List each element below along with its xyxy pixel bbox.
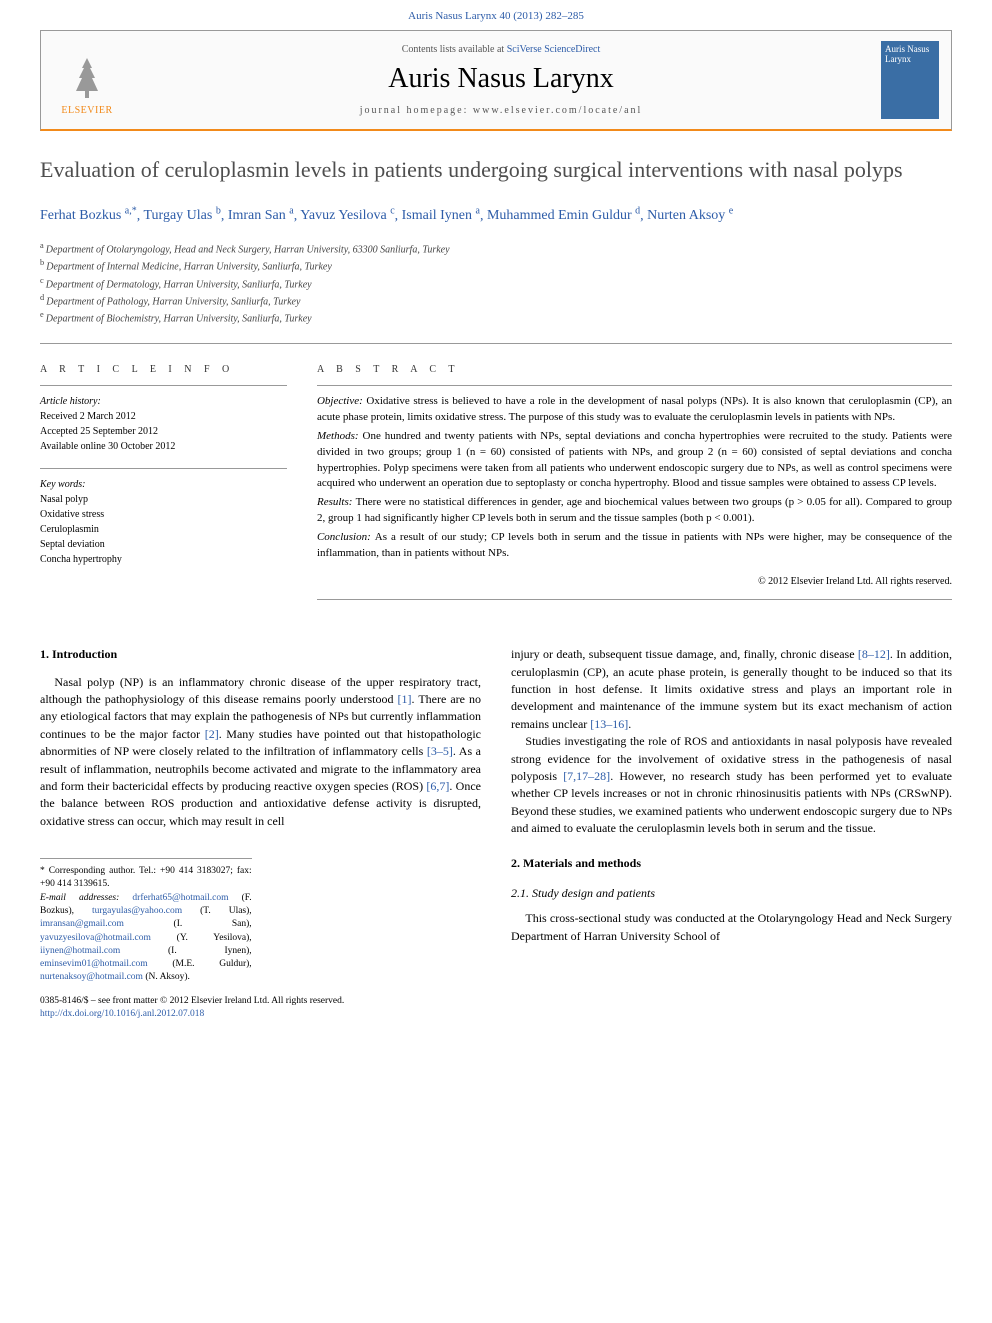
abstract-section: Methods: One hundred and twenty patients… [317,429,952,493]
email-link[interactable]: drferhat65@hotmail.com [132,893,228,903]
keywords-label: Key words: [40,477,287,492]
online-date: Available online 30 October 2012 [40,439,287,454]
email-link[interactable]: yavuzyesilova@hotmail.com [40,933,151,943]
section-2-1-heading: 2.1. Study design and patients [511,885,952,902]
journal-name: Auris Nasus Larynx [121,63,881,95]
right-column: injury or death, subsequent tissue damag… [511,646,952,1021]
journal-cover: Auris Nasus Larynx [881,41,939,119]
affiliation: a Department of Otolaryngology, Head and… [40,240,952,257]
email-link[interactable]: imransan@gmail.com [40,919,124,929]
ref-link[interactable]: [13–16] [590,717,628,731]
author-affiliation-sup: a,* [125,206,137,217]
accepted-date: Accepted 25 September 2012 [40,424,287,439]
author-affiliation-sup: b [216,206,221,217]
divider [317,599,952,600]
info-abstract-row: A R T I C L E I N F O Article history: R… [40,356,952,612]
front-matter: 0385-8146/$ – see front matter © 2012 El… [40,995,481,1022]
author-affiliation-sup: a [289,206,293,217]
section-2-heading: 2. Materials and methods [511,855,952,872]
corresponding-author: * Corresponding author. Tel.: +90 414 31… [40,865,252,892]
keyword: Nasal polyp [40,492,287,507]
intro-para-2: Studies investigating the role of ROS an… [511,733,952,837]
intro-para-1: Nasal polyp (NP) is an inflammatory chro… [40,674,481,831]
received-date: Received 2 March 2012 [40,409,287,424]
keyword: Septal deviation [40,537,287,552]
affiliation: e Department of Biochemistry, Harran Uni… [40,309,952,326]
author: Nurten Aksoy e [647,208,733,223]
tree-icon [62,53,112,103]
sciencedirect-link[interactable]: SciVerse ScienceDirect [507,44,601,55]
publisher-header: ELSEVIER Contents lists available at Sci… [40,30,952,131]
article-info-heading: A R T I C L E I N F O [40,364,287,375]
author: Ferhat Bozkus a,* [40,208,137,223]
abstract-section: Conclusion: As a result of our study; CP… [317,530,952,562]
ref-link[interactable]: [6,7] [426,779,449,793]
email-addresses: E-mail addresses: drferhat65@hotmail.com… [40,892,252,985]
authors-line: Ferhat Bozkus a,*, Turgay Ulas b, Imran … [40,204,952,227]
avail-prefix: Contents lists available at [402,44,507,55]
doi-link[interactable]: http://dx.doi.org/10.1016/j.anl.2012.07.… [40,1009,204,1019]
article-history-block: Article history: Received 2 March 2012 A… [40,385,287,454]
divider [40,343,952,344]
email-link[interactable]: nurtenaksoy@hotmail.com [40,972,143,982]
author-affiliation-sup: e [729,206,733,217]
author-affiliation-sup: c [390,206,394,217]
abstract-section: Objective: Oxidative stress is believed … [317,394,952,426]
abstract-copyright: © 2012 Elsevier Ireland Ltd. All rights … [317,576,952,587]
email-link[interactable]: turgayulas@yahoo.com [92,906,182,916]
author: Muhammed Emin Guldur d [487,208,640,223]
abstract-column: A B S T R A C T Objective: Oxidative str… [317,364,952,612]
ref-link[interactable]: [3–5] [427,744,453,758]
running-head: Auris Nasus Larynx 40 (2013) 282–285 [0,0,992,30]
article-body: Evaluation of ceruloplasmin levels in pa… [0,156,992,1021]
elsevier-logo: ELSEVIER [53,44,121,116]
affiliations-block: a Department of Otolaryngology, Head and… [40,240,952,327]
keywords-block: Key words: Nasal polypOxidative stressCe… [40,468,287,567]
abstract-heading: A B S T R A C T [317,364,952,375]
keyword: Ceruloplasmin [40,522,287,537]
article-info-column: A R T I C L E I N F O Article history: R… [40,364,287,612]
abstract-section: Results: There were no statistical diffe… [317,495,952,527]
ref-link[interactable]: [7,17–28] [563,769,610,783]
publisher-name: ELSEVIER [61,105,112,116]
article-title: Evaluation of ceruloplasmin levels in pa… [40,156,952,184]
footnotes-block: * Corresponding author. Tel.: +90 414 31… [40,858,252,985]
ref-link[interactable]: [1] [398,692,412,706]
journal-homepage: journal homepage: www.elsevier.com/locat… [121,105,881,116]
email-link[interactable]: iiynen@hotmail.com [40,946,120,956]
history-label: Article history: [40,394,287,409]
availability-line: Contents lists available at SciVerse Sci… [121,44,881,55]
author: Ismail Iynen a [402,208,480,223]
keyword: Concha hypertrophy [40,552,287,567]
email-link[interactable]: eminsevim01@hotmail.com [40,959,148,969]
left-column: 1. Introduction Nasal polyp (NP) is an i… [40,646,481,1021]
author: Imran San a [228,208,294,223]
author: Turgay Ulas b [143,208,220,223]
main-two-columns: 1. Introduction Nasal polyp (NP) is an i… [40,646,952,1021]
abstract-section-label: Methods: [317,430,363,442]
abstract-section-label: Conclusion: [317,531,375,543]
keyword: Oxidative stress [40,507,287,522]
author-affiliation-sup: d [635,206,640,217]
intro-para-cont: injury or death, subsequent tissue damag… [511,646,952,733]
author: Yavuz Yesilova c [300,208,394,223]
keywords-list: Nasal polypOxidative stressCeruloplasmin… [40,492,287,567]
affiliation: d Department of Pathology, Harran Univer… [40,292,952,309]
abstract-body: Objective: Oxidative stress is believed … [317,385,952,562]
affiliation: b Department of Internal Medicine, Harra… [40,257,952,274]
front-matter-line: 0385-8146/$ – see front matter © 2012 El… [40,995,481,1008]
header-center: Contents lists available at SciVerse Sci… [121,44,881,116]
section-1-heading: 1. Introduction [40,646,481,663]
affiliation: c Department of Dermatology, Harran Univ… [40,275,952,292]
abstract-section-label: Objective: [317,395,366,407]
email-label: E-mail addresses: [40,893,132,903]
abstract-section-label: Results: [317,496,356,508]
author-affiliation-sup: a [476,206,480,217]
ref-link[interactable]: [2] [205,727,219,741]
ref-link[interactable]: [8–12] [858,647,890,661]
methods-para-1: This cross-sectional study was conducted… [511,910,952,945]
